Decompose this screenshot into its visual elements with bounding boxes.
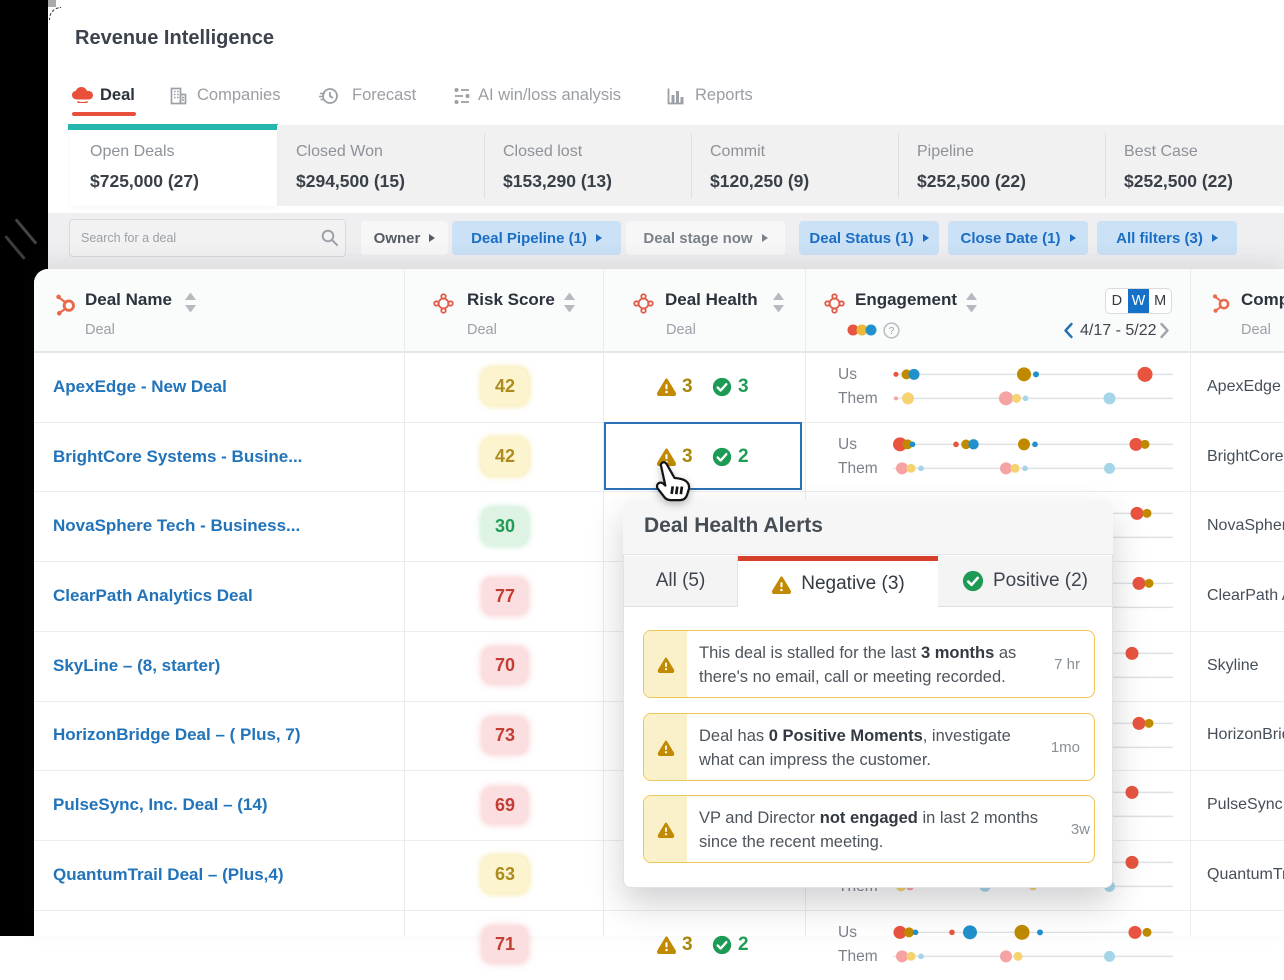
svg-text:?: ? [889, 326, 895, 337]
